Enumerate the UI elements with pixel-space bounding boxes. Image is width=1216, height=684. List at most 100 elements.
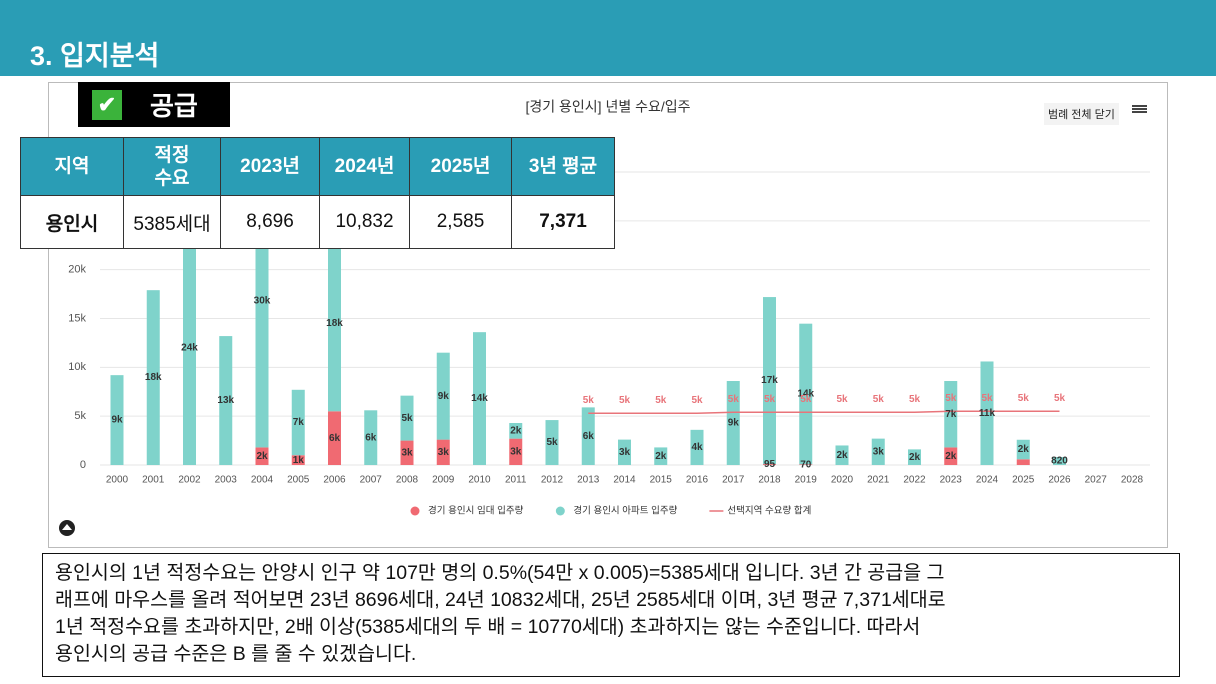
table-cell: 5385세대 (123, 195, 221, 249)
table-header-cell: 3년 평균 (511, 137, 615, 196)
x-tick-label: 2027 (1085, 475, 1108, 486)
y-tick-label: 15k (68, 312, 86, 324)
chart-title: [경기 용인시] 년별 수요/입주 (525, 99, 690, 115)
x-tick-label: 2023 (940, 475, 963, 486)
x-tick-label: 2002 (178, 475, 201, 486)
data-label: 9k (728, 418, 740, 429)
data-label: 17k (761, 375, 778, 386)
bar-segment (871, 438, 885, 465)
data-label: 5k (836, 394, 848, 405)
bar-segment (1016, 439, 1030, 460)
bar-segment (255, 447, 269, 465)
data-label: 4k (691, 442, 703, 453)
bar-segment (799, 323, 813, 465)
bar-segment (1053, 456, 1066, 465)
bar-segment (690, 429, 704, 465)
x-tick-label: 2013 (577, 475, 600, 486)
x-tick-label: 2015 (650, 475, 673, 486)
data-label: 9k (111, 415, 123, 426)
data-label: 5k (945, 393, 957, 404)
bar-segment (364, 410, 378, 465)
x-tick-label: 2022 (903, 475, 926, 486)
bar-segment (146, 290, 160, 465)
bar-segment (328, 235, 341, 412)
x-tick-label: 2001 (142, 475, 165, 486)
description-line: 1년 적정수요를 초과하지만, 2배 이상(5385세대의 두 배 = 1077… (55, 616, 921, 638)
x-tick-label: 2019 (795, 475, 818, 486)
legend-label[interactable]: 선택지역 수요량 합계 (727, 505, 811, 517)
bar-segment (400, 395, 414, 441)
menu-icon-bar (1132, 108, 1147, 110)
data-label: 7k (293, 417, 305, 428)
badge-label: 공급 (150, 91, 198, 121)
x-tick-label: 2011 (505, 475, 527, 486)
description-line: 래프에 마우스를 올려 적어보면 23년 8696세대, 24년 10832세대… (55, 589, 946, 611)
table-header-cell: 2025년 (409, 137, 512, 196)
data-label: 9k (438, 391, 450, 402)
table-header-cell: 2024년 (319, 137, 410, 196)
data-label: 14k (797, 389, 814, 400)
x-tick-label: 2010 (468, 475, 491, 486)
y-tick-label: 0 (80, 459, 86, 471)
data-label: 2k (1018, 444, 1030, 455)
x-tick-label: 2004 (251, 475, 274, 486)
legend-label[interactable]: 경기 용인시 아파트 입주량 (573, 505, 677, 517)
x-tick-label: 2016 (686, 475, 709, 486)
description-line: 용인시의 1년 적정수요는 안양시 인구 약 107만 명의 0.5%(54만 … (55, 562, 945, 584)
bar-segment (726, 381, 740, 465)
data-label: 7k (945, 409, 957, 420)
description: 용인시의 1년 적정수요는 안양시 인구 약 107만 명의 0.5%(54만 … (42, 553, 1180, 677)
data-label: 2k (256, 451, 268, 462)
header-bar (0, 0, 1216, 76)
bar-segment (473, 332, 486, 465)
menu-icon-bar (1132, 105, 1147, 107)
bar-segment (183, 230, 196, 465)
data-label: 3k (619, 447, 631, 458)
supply-table: 지역 적정 수요 2023년 2024년 2025년 3년 평균 용인시 5385세대 8,69… (20, 137, 615, 249)
data-label: 5k (728, 394, 740, 405)
table-cell: 7,371 (511, 195, 615, 249)
bar-segment (400, 440, 414, 465)
legend-swatch (410, 506, 420, 516)
legend-toggle-button[interactable]: 범례 전체 닫기 (1044, 103, 1119, 125)
x-tick-label: 2012 (541, 475, 564, 486)
data-label: 5k (546, 437, 558, 448)
table-row: 용인시 5385세대 8,696 10,832 2,585 7,371 (20, 195, 615, 249)
data-label: 70 (800, 459, 812, 470)
y-tick-label: 10k (68, 361, 86, 373)
data-label: 5k (401, 413, 413, 424)
bar-segment (509, 423, 523, 439)
bar-segment (835, 445, 849, 465)
data-label: 5k (1018, 393, 1030, 404)
bar-segment (110, 375, 124, 465)
data-label: 5k (764, 394, 776, 405)
data-label: 1k (293, 455, 305, 466)
x-tick-label: 2018 (758, 475, 781, 486)
data-label: 5k (1054, 393, 1066, 404)
data-label: 2k (909, 452, 921, 463)
data-label: 6k (329, 433, 341, 444)
data-label: 5k (873, 394, 885, 405)
data-label: 3k (401, 447, 413, 458)
data-label: 5k (800, 394, 812, 405)
table-cell: 8,696 (220, 195, 320, 249)
data-label: 5k (655, 395, 667, 406)
x-tick-label: 2020 (831, 475, 854, 486)
legend-label[interactable]: 경기 용인시 임대 입주량 (428, 505, 524, 517)
x-tick-label: 2005 (287, 475, 310, 486)
x-tick-label: 2003 (215, 475, 238, 486)
bar-segment (328, 411, 341, 465)
y-tick-label: 5k (74, 410, 86, 422)
bar-segment (545, 420, 559, 465)
chart-frame (48, 82, 1168, 548)
data-label: 5k (909, 394, 921, 405)
bar-segment (980, 361, 994, 465)
data-label: 18k (326, 318, 343, 329)
x-tick-label: 2000 (106, 475, 129, 486)
table-header-cell: 적정 수요 (123, 137, 221, 196)
bar-segment (219, 336, 233, 465)
bar-segment (291, 455, 305, 465)
legend-swatch (555, 506, 565, 516)
